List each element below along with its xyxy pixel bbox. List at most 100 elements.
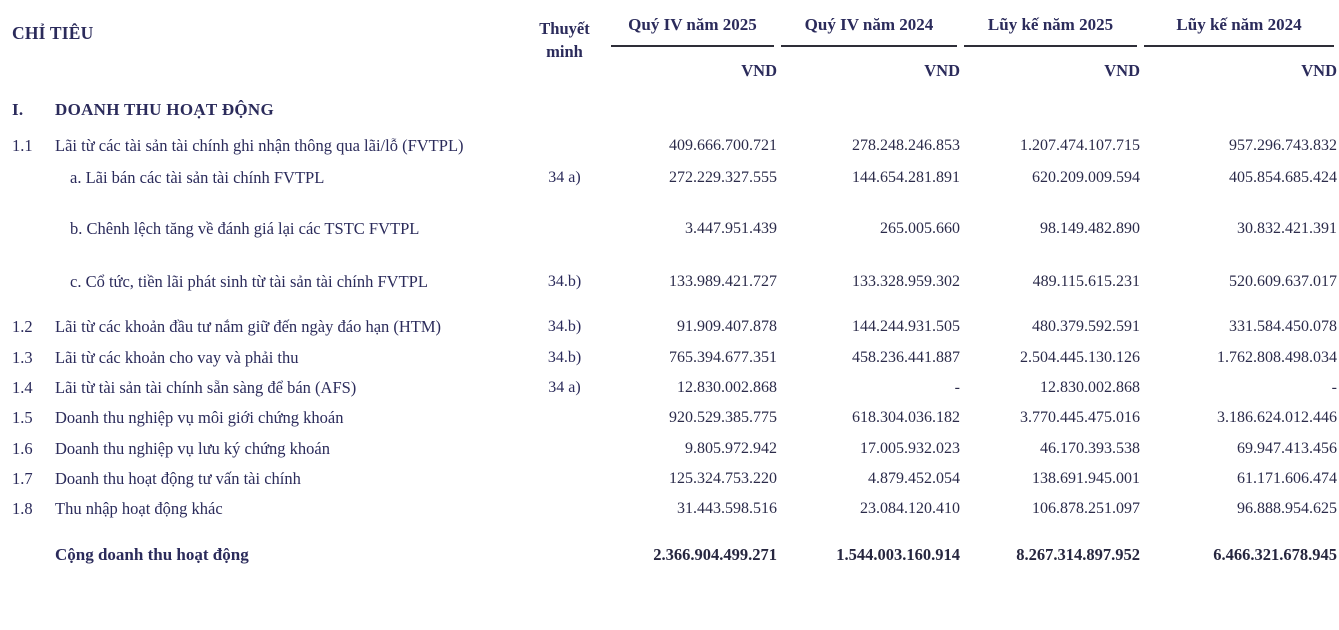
total-value-q4-2025: 2.366.904.499.271	[653, 545, 777, 564]
row-value-ytd-2024: 61.171.606.474	[1237, 470, 1337, 487]
row-value-ytd-2024: 3.186.624.012.446	[1217, 409, 1337, 426]
row-label: a. Lãi bán các tài sản tài chính FVTPL	[70, 168, 325, 187]
row-index: 1.4	[12, 378, 33, 397]
table-row: 1.7 Doanh thu hoạt động tư vấn tài chính…	[12, 468, 1339, 490]
row-value-q4-2025: 12.830.002.868	[677, 379, 777, 396]
row-value-ytd-2025: 138.691.945.001	[1032, 470, 1140, 487]
row-value-q4-2025: 920.529.385.775	[669, 409, 777, 426]
row-value-q4-2025: 765.394.677.351	[669, 349, 777, 366]
row-note: 34.b)	[547, 349, 582, 366]
table-row: b. Chênh lệch tăng về đánh giá lại các T…	[12, 218, 1339, 240]
row-value-q4-2025: 91.909.407.878	[677, 318, 777, 335]
table-row: 1.8 Thu nhập hoạt động khác 31.443.598.5…	[12, 498, 1339, 520]
total-label: Cộng doanh thu hoạt động	[55, 545, 249, 564]
column-unit: VND	[741, 61, 777, 80]
table-header: CHỈ TIÊU Thuyết minh Quý IV năm 2025 VND…	[12, 10, 1339, 81]
row-label: Doanh thu nghiệp vụ lưu ký chứng khoán	[55, 439, 330, 458]
table-row: 1.5 Doanh thu nghiệp vụ môi giới chứng k…	[12, 407, 1339, 429]
row-label: Thu nhập hoạt động khác	[55, 499, 223, 518]
section-title: DOANH THU HOẠT ĐỘNG	[55, 100, 275, 119]
row-label: Doanh thu hoạt động tư vấn tài chính	[55, 469, 301, 488]
row-value-ytd-2024: 331.584.450.078	[1229, 318, 1337, 335]
row-value-ytd-2025: 620.209.009.594	[1032, 169, 1140, 186]
row-note: 34 a)	[548, 169, 581, 186]
row-index: 1.1	[12, 136, 33, 155]
row-index: 1.2	[12, 317, 33, 336]
row-value-q4-2025: 133.989.421.727	[669, 273, 777, 290]
row-index: 1.6	[12, 439, 33, 458]
row-value-q4-2025: 125.324.753.220	[669, 470, 777, 487]
row-value-ytd-2025: 1.207.474.107.715	[1020, 137, 1140, 154]
row-value-ytd-2024: 405.854.685.424	[1229, 169, 1337, 186]
row-value-ytd-2025: 3.770.445.475.016	[1020, 409, 1140, 426]
row-value-ytd-2024: -	[1331, 379, 1337, 396]
row-value-q4-2024: 133.328.959.302	[852, 273, 960, 290]
total-value-ytd-2025: 8.267.314.897.952	[1016, 545, 1140, 564]
row-value-q4-2025: 9.805.972.942	[685, 440, 777, 457]
row-value-ytd-2024: 957.296.743.832	[1229, 137, 1337, 154]
note-header: Thuyết minh	[522, 10, 607, 63]
row-value-q4-2024: 265.005.660	[880, 220, 960, 237]
row-label: Lãi từ các khoản cho vay và phải thu	[55, 348, 299, 367]
total-value-q4-2024: 1.544.003.160.914	[836, 545, 960, 564]
row-value-q4-2025: 3.447.951.439	[685, 220, 777, 237]
row-label: b. Chênh lệch tăng về đánh giá lại các T…	[70, 219, 420, 238]
row-value-q4-2025: 409.666.700.721	[669, 137, 777, 154]
row-value-q4-2024: 144.244.931.505	[852, 318, 960, 335]
row-note: 34 a)	[548, 379, 581, 396]
row-value-ytd-2025: 2.504.445.130.126	[1020, 349, 1140, 366]
row-index: 1.3	[12, 348, 33, 367]
column-unit: VND	[1301, 61, 1337, 80]
row-label: Lãi từ tài sản tài chính sẵn sàng để bán…	[55, 378, 357, 397]
row-value-q4-2025: 272.229.327.555	[669, 169, 777, 186]
row-value-ytd-2024: 1.762.808.498.034	[1217, 349, 1337, 366]
column-unit: VND	[1104, 61, 1140, 80]
row-value-ytd-2024: 96.888.954.625	[1237, 500, 1337, 517]
row-value-q4-2024: 17.005.932.023	[860, 440, 960, 457]
column-unit: VND	[924, 61, 960, 80]
row-value-ytd-2024: 69.947.413.456	[1237, 440, 1337, 457]
row-value-q4-2024: 144.654.281.891	[852, 169, 960, 186]
table-row: 1.4 Lãi từ tài sản tài chính sẵn sàng để…	[12, 377, 1339, 399]
column-header-q4-2024: Quý IV năm 2024 VND	[777, 10, 960, 81]
row-label: Lãi từ các khoản đầu tư nắm giữ đến ngày…	[55, 317, 442, 336]
row-label: Doanh thu nghiệp vụ môi giới chứng khoán	[55, 408, 344, 427]
row-label: c. Cổ tức, tiền lãi phát sinh từ tài sản…	[70, 272, 428, 291]
column-title: Lũy kế năm 2024	[1144, 10, 1334, 47]
row-note: 34.b)	[547, 273, 582, 290]
row-value-ytd-2024: 30.832.421.391	[1237, 220, 1337, 237]
section-index: I.	[12, 100, 24, 119]
row-index: 1.7	[12, 469, 33, 488]
row-label: Lãi từ các tài sản tài chính ghi nhận th…	[55, 136, 464, 155]
row-value-ytd-2025: 106.878.251.097	[1032, 500, 1140, 517]
row-value-q4-2024: -	[954, 379, 960, 396]
total-row-operating-revenue: Cộng doanh thu hoạt động 2.366.904.499.2…	[12, 544, 1339, 566]
row-index: 1.5	[12, 408, 33, 427]
criteria-header: CHỈ TIÊU	[12, 23, 94, 43]
row-value-q4-2024: 458.236.441.887	[852, 349, 960, 366]
row-note: 34.b)	[547, 318, 582, 335]
row-value-q4-2025: 31.443.598.516	[677, 500, 777, 517]
section-row-operating-revenue: I. DOANH THU HOẠT ĐỘNG	[12, 99, 1339, 121]
column-title: Lũy kế năm 2025	[964, 10, 1137, 47]
row-index: 1.8	[12, 499, 33, 518]
table-row: c. Cổ tức, tiền lãi phát sinh từ tài sản…	[12, 271, 1339, 293]
table-row: 1.2 Lãi từ các khoản đầu tư nắm giữ đến …	[12, 316, 1339, 338]
row-value-q4-2024: 618.304.036.182	[852, 409, 960, 426]
column-header-ytd-2025: Lũy kế năm 2025 VND	[960, 10, 1140, 81]
row-value-ytd-2024: 520.609.637.017	[1229, 273, 1337, 290]
row-value-ytd-2025: 46.170.393.538	[1040, 440, 1140, 457]
column-header-q4-2025: Quý IV năm 2025 VND	[607, 10, 777, 81]
row-value-ytd-2025: 480.379.592.591	[1032, 318, 1140, 335]
row-value-ytd-2025: 489.115.615.231	[1032, 273, 1140, 290]
total-value-ytd-2024: 6.466.321.678.945	[1213, 545, 1337, 564]
table-row: 1.3 Lãi từ các khoản cho vay và phải thu…	[12, 347, 1339, 369]
table-row: 1.6 Doanh thu nghiệp vụ lưu ký chứng kho…	[12, 438, 1339, 460]
table-row: a. Lãi bán các tài sản tài chính FVTPL 3…	[12, 167, 1339, 189]
column-header-ytd-2024: Lũy kế năm 2024 VND	[1140, 10, 1337, 81]
row-value-q4-2024: 23.084.120.410	[860, 500, 960, 517]
row-value-ytd-2025: 12.830.002.868	[1040, 379, 1140, 396]
table-row: 1.1 Lãi từ các tài sản tài chính ghi nhậ…	[12, 135, 1339, 157]
row-value-ytd-2025: 98.149.482.890	[1040, 220, 1140, 237]
